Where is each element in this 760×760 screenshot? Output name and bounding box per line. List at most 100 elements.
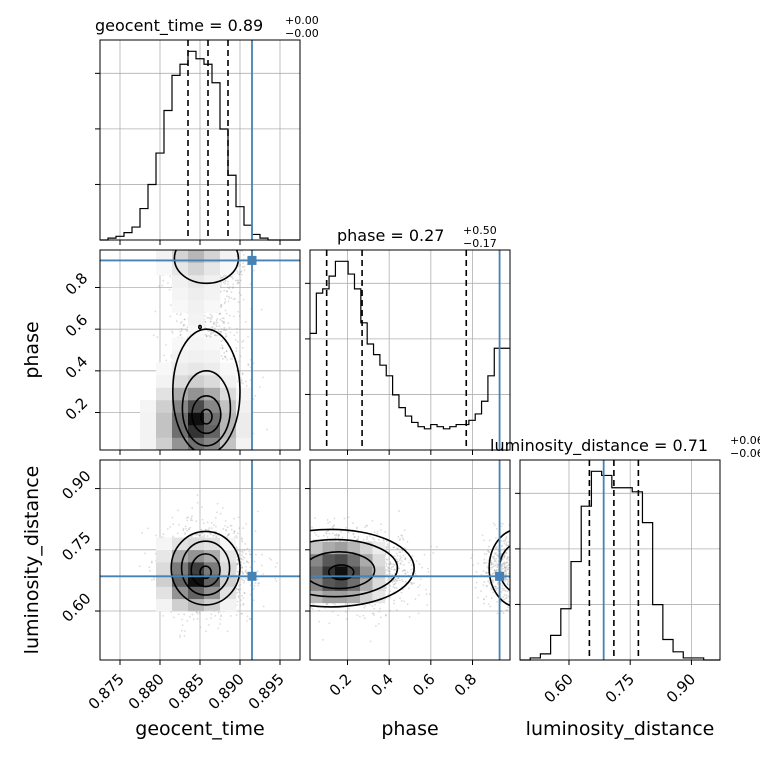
- scatter-point: [224, 309, 227, 312]
- density-cell: [140, 400, 157, 413]
- scatter-point: [241, 550, 244, 553]
- scatter-point: [237, 570, 240, 573]
- scatter-point: [210, 617, 213, 619]
- scatter-point: [239, 377, 242, 379]
- scatter-point: [195, 245, 197, 247]
- scatter-point: [240, 578, 243, 580]
- scatter-point: [219, 618, 222, 621]
- scatter-point: [261, 585, 263, 587]
- scatter-point: [209, 317, 211, 319]
- scatter-point: [240, 381, 242, 384]
- scatter-point: [241, 558, 244, 561]
- scatter-point: [356, 538, 359, 541]
- density-cell: [236, 412, 253, 426]
- scatter-point: [262, 573, 265, 575]
- scatter-point: [210, 527, 213, 530]
- scatter-point: [220, 242, 222, 244]
- scatter-point: [210, 521, 213, 524]
- scatter-point: [195, 247, 197, 249]
- scatter-point: [402, 549, 404, 552]
- scatter-point: [225, 350, 228, 353]
- scatter-point: [352, 533, 355, 536]
- scatter-point: [231, 358, 234, 360]
- density-cell: [236, 437, 253, 450]
- scatter-point: [197, 473, 199, 475]
- scatter-point: [215, 325, 218, 328]
- density-cell: [220, 586, 237, 600]
- scatter-point: [260, 564, 263, 567]
- scatter-point: [220, 236, 222, 238]
- density-cell: [204, 586, 221, 600]
- scatter-point: [219, 623, 221, 625]
- scatter-point: [302, 596, 304, 598]
- scatter-point: [241, 372, 244, 375]
- scatter-point: [184, 527, 187, 530]
- scatter-point: [210, 326, 213, 329]
- scatter-point: [165, 344, 168, 346]
- scatter-point: [191, 519, 194, 522]
- scatter-point: [227, 280, 229, 283]
- scatter-point: [297, 561, 299, 563]
- scatter-point: [347, 531, 350, 534]
- density-cell: [204, 262, 221, 276]
- scatter-point: [274, 561, 276, 563]
- scatter-point: [302, 554, 304, 556]
- scatter-point: [228, 326, 231, 329]
- density-cell: [140, 412, 157, 426]
- scatter-point: [207, 316, 210, 319]
- scatter-point: [295, 583, 297, 585]
- density-cell: [172, 275, 189, 288]
- scatter-point: [192, 247, 194, 249]
- scatter-point: [214, 334, 217, 337]
- scatter-point: [231, 286, 234, 288]
- scatter-point: [191, 506, 194, 509]
- scatter-point: [201, 532, 204, 535]
- scatter-point: [246, 547, 249, 550]
- scatter-point: [203, 535, 206, 538]
- scatter-point: [161, 284, 164, 287]
- scatter-point: [268, 557, 271, 560]
- scatter-point: [148, 566, 151, 569]
- scatter-point: [205, 630, 207, 633]
- scatter-point: [174, 472, 176, 474]
- scatter-point: [247, 363, 250, 366]
- scatter-point: [229, 331, 232, 334]
- scatter-point: [240, 558, 243, 560]
- scatter-point: [363, 606, 366, 609]
- scatter-point: [221, 347, 224, 350]
- scatter-point: [234, 279, 237, 282]
- scatter-point: [222, 528, 225, 530]
- scatter-point: [166, 528, 169, 530]
- scatter-point: [223, 322, 226, 324]
- scatter-point: [236, 331, 238, 334]
- histogram-steps: [100, 50, 300, 241]
- grid-lines: [520, 460, 720, 660]
- scatter-point: [241, 250, 244, 253]
- scatter-point: [182, 455, 184, 457]
- scatter-point: [183, 324, 186, 326]
- scatter-point: [286, 570, 288, 572]
- scatter-point: [167, 282, 169, 285]
- scatter-point: [205, 617, 208, 620]
- scatter-point: [233, 315, 235, 318]
- scatter-point: [235, 534, 238, 537]
- scatter-point: [222, 462, 224, 464]
- scatter-point: [158, 285, 161, 288]
- scatter-point: [238, 273, 241, 276]
- scatter-point: [176, 532, 179, 535]
- scatter-point: [340, 530, 342, 533]
- density-cell: [204, 387, 221, 401]
- scatter-point: [235, 614, 238, 616]
- scatter-point: [182, 323, 185, 326]
- scatter-point: [391, 581, 394, 583]
- scatter-point: [189, 228, 191, 230]
- scatter-point: [338, 534, 340, 537]
- scatter-point: [214, 516, 217, 519]
- scatter-point: [179, 334, 182, 337]
- scatter-point: [230, 528, 233, 531]
- scatter-point: [238, 591, 241, 594]
- scatter-point: [163, 354, 166, 357]
- scatter-point: [183, 613, 186, 616]
- scatter-point: [241, 266, 244, 268]
- scatter-point: [292, 603, 294, 605]
